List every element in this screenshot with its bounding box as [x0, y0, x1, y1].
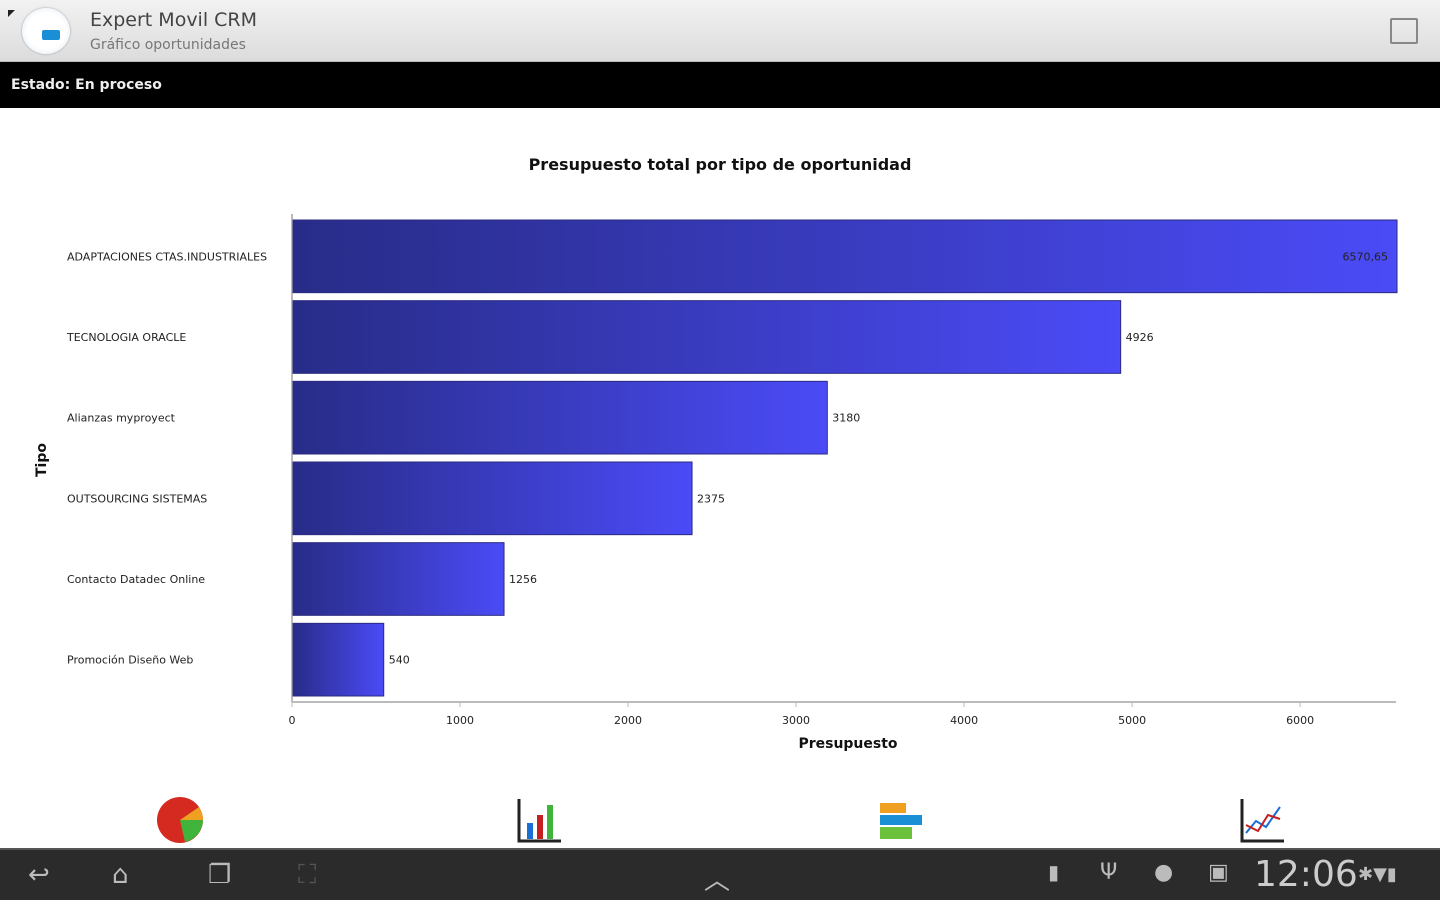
chart-menu-button[interactable] [1390, 18, 1418, 44]
data-label: 6570,65 [1343, 250, 1389, 263]
bar [292, 622, 385, 697]
back-icon[interactable]: ↩ [28, 860, 50, 890]
media-icon: ▣ [1208, 860, 1229, 885]
category-label: Promoción Diseño Web [67, 654, 193, 667]
recent-apps-icon[interactable]: ❐ [208, 860, 232, 890]
app-subtitle: Gráfico oportunidades [90, 37, 246, 53]
category-label: Contacto Datadec Online [67, 573, 205, 586]
usb-icon: Ψ [1100, 860, 1118, 885]
data-label: 3180 [832, 412, 860, 425]
bluetooth-wifi-battery-icon: ✱▼▮ [1358, 864, 1397, 885]
category-label: Alianzas myproyect [67, 412, 176, 425]
bar [292, 461, 693, 536]
horizontal-bar-chart-icon[interactable] [878, 795, 928, 845]
clock: 12:06 [1254, 854, 1358, 895]
android-icon: ● [1154, 860, 1174, 885]
x-tick-label: 4000 [950, 714, 978, 727]
category-label: OUTSOURCING SISTEMAS [67, 492, 207, 505]
x-tick-label: 1000 [446, 714, 474, 727]
corner-indicator-icon [8, 10, 15, 17]
bar [292, 300, 1122, 374]
data-label: 1256 [509, 573, 537, 586]
x-axis-label: Presupuesto [798, 736, 897, 752]
system-nav-bar: ↩ ⌂ ❐ ⛶ ︿ ▮ Ψ ● ▣ 12:06 ✱▼▮ [0, 848, 1440, 900]
bar [292, 380, 828, 455]
bar [292, 219, 1398, 294]
line-chart-icon[interactable] [1238, 795, 1288, 845]
status-label: Estado: En proceso [0, 62, 1440, 108]
x-tick-label: 5000 [1118, 714, 1146, 727]
category-label: ADAPTACIONES CTAS.INDUSTRIALES [67, 250, 267, 263]
screenshot-icon[interactable]: ⛶ [298, 860, 317, 890]
x-tick-label: 0 [289, 714, 296, 727]
bar [292, 542, 505, 616]
chevron-up-icon[interactable]: ︿ [704, 866, 731, 896]
data-label: 2375 [697, 492, 725, 505]
action-bar: Expert Movil CRM Gráfico oportunidades [0, 0, 1440, 62]
bar-chart: Presupuesto total por tipo de oportunida… [34, 155, 1398, 752]
app-logo-icon[interactable] [22, 8, 70, 54]
x-tick-label: 6000 [1286, 714, 1314, 727]
bar-chart-icon[interactable] [515, 795, 565, 845]
x-tick-label: 3000 [782, 714, 810, 727]
x-tick-label: 2000 [614, 714, 642, 727]
y-axis-label: Tipo [34, 443, 50, 477]
chart-type-bar [0, 790, 1440, 848]
app-title: Expert Movil CRM [90, 9, 258, 31]
data-label: 540 [389, 654, 410, 667]
data-label: 4926 [1126, 331, 1154, 344]
home-icon[interactable]: ⌂ [112, 860, 129, 890]
chart-title: Presupuesto total por tipo de oportunida… [529, 155, 912, 174]
sd-card-icon: ▮ [1048, 860, 1060, 884]
pie-chart-icon[interactable] [155, 795, 205, 845]
category-label: TECNOLOGIA ORACLE [66, 331, 186, 344]
